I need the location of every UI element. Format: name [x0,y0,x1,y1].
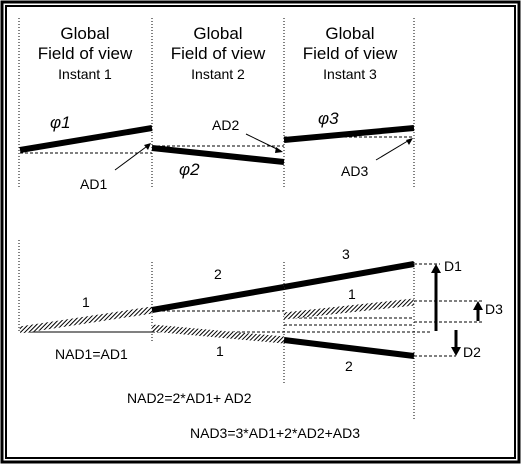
ad2-pointer [245,133,282,152]
panel-title-line2: Field of view [303,44,398,63]
panel-3-header: Global Field of view Instant 3 [303,24,398,82]
lower-thick-2-label: 2 [345,358,353,374]
panel-instant-label: Instant 1 [58,66,112,82]
hatched-segment [19,306,153,334]
arrow-head [406,138,413,145]
arrow-head [431,264,441,273]
hatched-segment [151,324,285,344]
thick-lower-segment [283,337,415,359]
thick-segment-2-label: 2 [214,266,222,282]
inner-frame [5,5,516,459]
ad1-pointer [114,143,151,171]
phi-2-label: φ2 [179,160,200,179]
thick-segment-3 [283,261,415,290]
arrow-head [451,347,461,356]
d3-label: D3 [485,301,503,317]
hatched-segment-1-label: 1 [82,294,90,310]
panel-1-header: Global Field of view Instant 1 [38,24,133,82]
panel-title-line1: Global [60,24,109,43]
panel-title-line1: Global [193,24,242,43]
ad3-pointer [375,138,412,161]
nad1-formula: NAD1=AD1 [55,346,128,362]
hatched-segment [283,298,415,320]
segment-instant-3 [283,125,415,143]
segment-instant-2 [151,145,285,165]
segment-instant-1 [19,125,153,153]
panel-title-line1: Global [325,24,374,43]
d2-label: D2 [463,344,481,360]
ad3-label: AD3 [341,163,368,179]
panel-2-header: Global Field of view Instant 2 [171,24,266,82]
panel-instant-label: Instant 2 [191,66,245,82]
phi-3-label: φ3 [318,109,339,128]
panel-instant-label: Instant 3 [323,66,377,82]
arrow-head [275,147,283,153]
nad3-formula: NAD3=3*AD1+2*AD2+AD3 [190,425,360,441]
d1-label: D1 [444,258,462,274]
thick-segment-3-label: 3 [342,246,350,262]
ad2-label: AD2 [212,117,239,133]
thick-segment-2 [151,284,285,313]
arrow-head [144,143,151,150]
phi-1-label: φ1 [50,113,71,132]
panel-title-line2: Field of view [171,44,266,63]
arrow-head [473,301,483,310]
panel-title-line2: Field of view [38,44,133,63]
nad2-formula: NAD2=2*AD1+ AD2 [127,390,252,406]
upper-hatched-1-label: 1 [348,286,356,302]
lower-hatched-1-label: 1 [216,343,224,359]
ad1-label: AD1 [80,176,107,192]
